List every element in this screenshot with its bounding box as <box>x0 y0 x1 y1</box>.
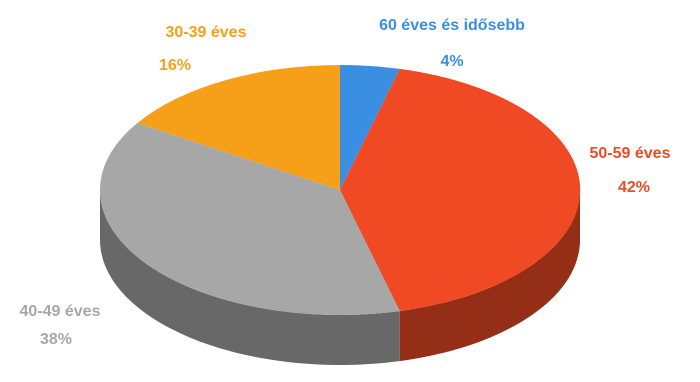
pie-side-2 <box>100 190 400 365</box>
label-60-plus-name: 60 éves és idősebb <box>379 17 525 34</box>
pie-slice-2 <box>99 123 400 316</box>
pie-side-1 <box>399 190 580 362</box>
label-40-49-value: 38% <box>40 331 72 348</box>
label-30-39-name: 30-39 éves <box>166 24 247 41</box>
label-50-59-name: 50-59 éves <box>590 145 671 162</box>
label-60-plus-value: 4% <box>440 53 463 70</box>
label-50-59-value: 42% <box>618 179 650 196</box>
pie-sides <box>100 190 580 365</box>
pie-slice-3 <box>137 65 340 190</box>
label-30-39-value: 16% <box>159 57 191 74</box>
pie-slice-0 <box>340 64 400 190</box>
pie-slice-1 <box>340 68 581 312</box>
pie-tops <box>99 64 581 316</box>
label-40-49-name: 40-49 éves <box>20 303 101 320</box>
